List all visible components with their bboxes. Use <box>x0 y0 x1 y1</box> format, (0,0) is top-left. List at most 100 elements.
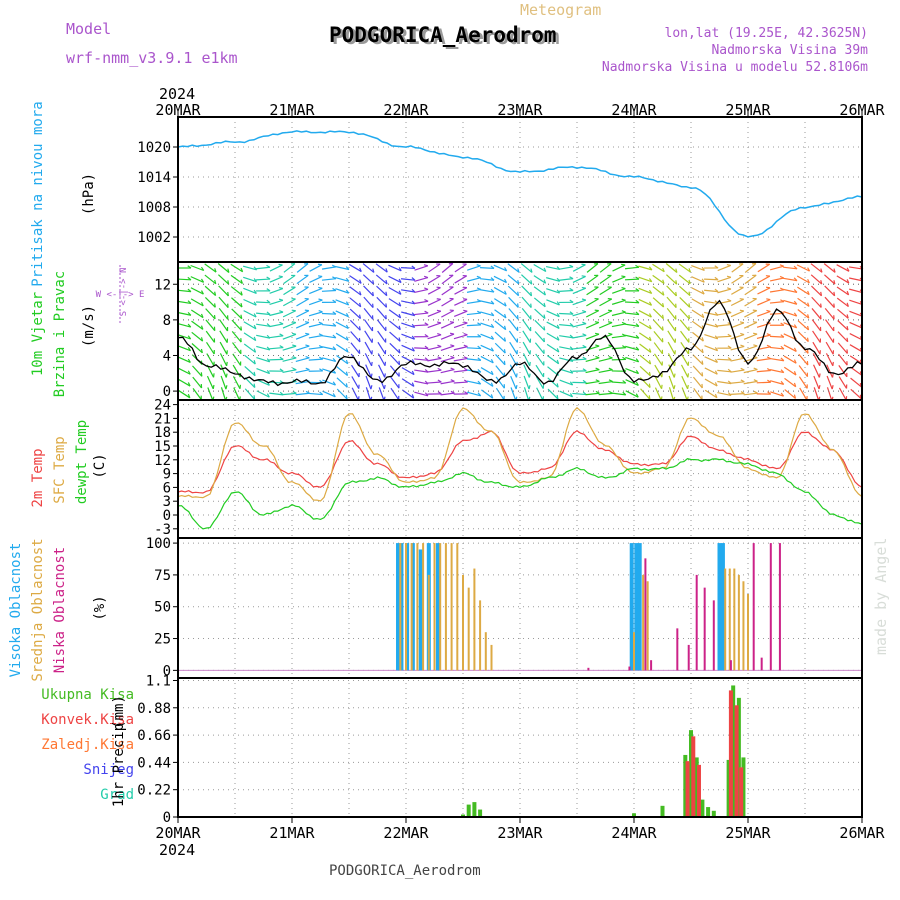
wind-barb-head <box>608 321 613 324</box>
wind-barb-head <box>227 268 230 273</box>
wind-barb <box>730 334 745 340</box>
wind-barb-head <box>463 321 468 324</box>
wind-barb-head <box>766 298 771 301</box>
wind-barb-head <box>582 344 587 348</box>
wind-barb <box>848 266 864 270</box>
x-day-label-bottom: 23MAR <box>497 824 543 842</box>
wind-barb <box>680 364 689 378</box>
wind-barb <box>757 275 771 284</box>
wind-barb-head <box>476 287 481 291</box>
wind-barb-head <box>463 356 468 359</box>
wind-barb <box>282 345 297 351</box>
wind-barb-head <box>739 321 745 324</box>
panels: 100210081014102004812-303691215182124025… <box>119 116 864 826</box>
wind-barb-head <box>793 300 798 305</box>
x-day-label-top: 26MAR <box>839 101 885 119</box>
top-day-labels: 20MAR 21MAR 22MAR 23MAR 24MAR 25MAR 26MAR <box>155 101 885 119</box>
wind-barb <box>743 380 758 385</box>
wind-barb <box>177 389 191 399</box>
y-tick-label: 0.22 <box>137 783 171 799</box>
wind-barb-head <box>424 357 429 361</box>
wind-barb <box>522 341 531 355</box>
wind-barb <box>757 287 771 295</box>
wind-barb <box>176 300 192 305</box>
wind-barb-head <box>266 393 270 398</box>
wind-barb <box>599 286 612 296</box>
wind-barb <box>652 263 665 273</box>
cloud-mid-bar <box>462 574 464 671</box>
wind-barb <box>308 323 323 328</box>
wind-barb <box>849 321 863 329</box>
wind-barb-head <box>225 373 228 378</box>
wind-barb <box>546 299 560 306</box>
wind-barb <box>586 263 599 273</box>
wind-barb <box>480 344 494 352</box>
wind-barb-head <box>200 348 203 353</box>
wind-barb <box>717 380 732 385</box>
x-day-label-bottom: 25MAR <box>725 824 771 842</box>
wind-barb-head <box>253 324 257 330</box>
wind-barb <box>743 368 758 374</box>
wind-barb-head <box>662 267 665 273</box>
y-tick-label: 0 <box>163 508 171 524</box>
wind-barb <box>218 307 229 320</box>
wind-barb <box>220 375 227 390</box>
y-tick-label: -3 <box>154 522 171 538</box>
wind-unit: (m/s) <box>81 305 97 347</box>
wind-barb-head <box>621 321 626 325</box>
wind-barb-head <box>793 382 797 387</box>
cloud-low-bar <box>752 543 755 671</box>
wind-barb <box>849 299 863 306</box>
wind-barb <box>309 287 323 295</box>
wind-barb <box>283 298 296 307</box>
wind-barb <box>704 334 718 340</box>
wind-barb-head <box>331 264 337 268</box>
wind-barb-head <box>291 309 296 312</box>
wind-barb-head <box>187 323 192 328</box>
wind-barb <box>244 354 256 365</box>
temp-ylabel-dewpt: dewpt Temp <box>74 420 90 504</box>
wind-barb-head <box>398 349 401 354</box>
wind-barb-head <box>318 286 323 289</box>
wind-barb-head <box>635 276 640 280</box>
wind-barb <box>495 376 505 389</box>
wind-barb <box>282 369 297 374</box>
wind-barb-head <box>806 325 810 331</box>
wind-barb-head <box>477 380 482 385</box>
wind-barb <box>388 264 402 272</box>
wind-barb <box>810 274 823 285</box>
y-tick-label: 1008 <box>137 200 171 216</box>
wind-barb <box>308 334 323 339</box>
wind-barb <box>572 264 586 272</box>
wind-barb <box>731 275 744 284</box>
wind-barb-head <box>318 333 323 337</box>
wind-barb <box>611 381 626 384</box>
wind-barb <box>533 297 546 308</box>
wind-barb-head <box>345 312 350 318</box>
wind-barb-head <box>187 311 192 316</box>
wind-barb <box>335 277 350 282</box>
wind-barb-head <box>385 291 388 296</box>
wind-barb-head <box>240 302 243 308</box>
wind-barb <box>717 335 732 338</box>
wind-barb-head <box>332 346 337 351</box>
wind-barb <box>336 377 348 388</box>
cloud-mid-bar <box>450 543 453 671</box>
cloud-ylabel-high: Visoka Oblacnost <box>8 543 24 678</box>
wind-barb <box>204 297 216 308</box>
wind-barb-head <box>424 287 429 290</box>
wind-barb <box>480 278 495 281</box>
wind-barb-head <box>727 357 732 361</box>
wind-barb <box>269 287 284 294</box>
wind-barb-head <box>701 313 705 318</box>
wind-barb <box>308 346 323 350</box>
wind-barb <box>400 278 416 281</box>
wind-barb <box>679 308 690 320</box>
wind-barb <box>466 324 481 327</box>
wind-barb <box>321 335 336 339</box>
wind-barb <box>638 265 653 271</box>
wind-barb-head <box>383 384 386 390</box>
wind-barb <box>190 264 204 272</box>
wind-barb <box>177 345 191 352</box>
